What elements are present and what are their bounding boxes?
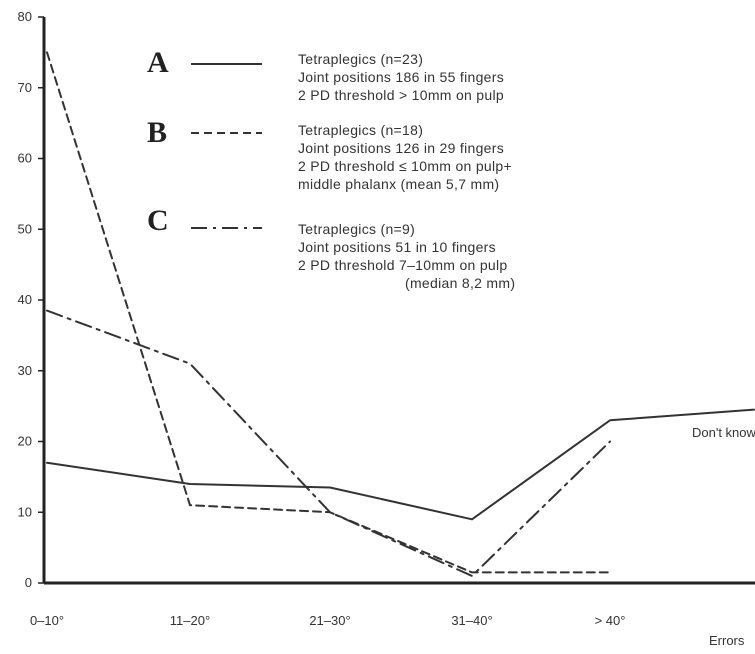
legend-text-a: Joint positions 186 in 55 fingers [298, 69, 504, 85]
legend-text-b: middle phalanx (mean 5,7 mm) [298, 176, 499, 192]
x-tick-label: > 40° [595, 613, 626, 628]
y-tick-label: 60 [18, 151, 32, 166]
legend-letter-c: C [147, 204, 169, 237]
legend-letter-a: A [147, 46, 169, 79]
legend-text-c: (median 8,2 mm) [405, 275, 515, 291]
legend-text-b: Joint positions 126 in 29 fingers [298, 140, 504, 156]
y-tick-label: 20 [18, 434, 32, 449]
y-tick-label: 10 [18, 504, 32, 519]
x-tick-label: 11–20° [170, 613, 210, 628]
x-axis-label: Errors [709, 633, 745, 648]
x-tick-label: 0–10° [30, 613, 64, 628]
y-tick-label: 0 [25, 575, 32, 590]
legend: A Tetraplegics (n=23) Joint positions 186 … [147, 46, 515, 291]
y-tick-label: 30 [18, 363, 32, 378]
x-tick-label: 31–40° [451, 613, 492, 628]
series-line-a [46, 408, 755, 521]
legend-text-c: 2 PD threshold 7–10mm on pulp [298, 257, 508, 273]
legend-text-c: Joint positions 51 in 10 fingers [298, 239, 496, 255]
x-tick-label: 21–30° [309, 613, 350, 628]
y-tick-label: 70 [18, 80, 32, 95]
legend-text-b: 2 PD threshold ≤ 10mm on pulp+ [298, 158, 512, 174]
legend-text-b: Tetraplegics (n=18) [298, 122, 423, 138]
annotation-dont-know: Don't know [692, 425, 755, 440]
y-tick-label: 50 [18, 221, 32, 236]
legend-text-a: Tetraplegics (n=23) [298, 51, 423, 67]
x-axis-ticks: 0–10° 11–20° 21–30° 31–40° > 40° [30, 613, 626, 628]
series-line-c [46, 309, 611, 577]
y-tick-label: 40 [18, 292, 32, 307]
legend-text-a: 2 PD threshold > 10mm on pulp [298, 87, 504, 103]
legend-text-c: Tetraplegics (n=9) [298, 221, 415, 237]
legend-letter-b: B [147, 116, 167, 149]
y-tick-label: 80 [18, 9, 32, 24]
series-lines [46, 51, 755, 577]
y-axis-ticks: 0 10 20 30 40 50 60 70 80 [18, 9, 44, 590]
